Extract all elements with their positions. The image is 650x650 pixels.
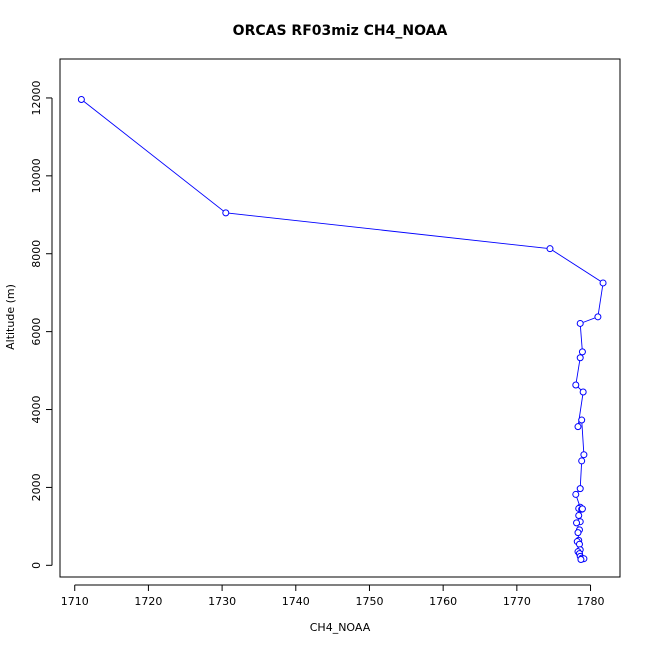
y-tick-label: 12000 bbox=[30, 80, 43, 115]
y-tick-label: 2000 bbox=[30, 473, 43, 501]
data-point bbox=[580, 451, 588, 459]
data-point bbox=[572, 381, 580, 389]
y-tick-label: 8000 bbox=[30, 240, 43, 268]
y-axis-label: Altitude (m) bbox=[4, 284, 17, 350]
data-point bbox=[577, 555, 585, 563]
y-tick-label: 4000 bbox=[30, 396, 43, 424]
series-layer bbox=[77, 96, 607, 563]
x-tick-label: 1720 bbox=[134, 595, 162, 608]
data-point bbox=[222, 209, 230, 217]
y-tick-label: 6000 bbox=[30, 318, 43, 346]
data-point bbox=[594, 313, 602, 321]
data-point bbox=[575, 511, 583, 519]
data-point bbox=[578, 457, 586, 465]
x-tick-label: 1710 bbox=[61, 595, 89, 608]
y-tick-label: 0 bbox=[30, 562, 43, 569]
x-axis-label: CH4_NOAA bbox=[310, 621, 371, 634]
data-point bbox=[578, 348, 586, 356]
x-tick-label: 1780 bbox=[577, 595, 605, 608]
data-point bbox=[578, 505, 586, 513]
plot-frame bbox=[59, 58, 621, 578]
data-point bbox=[576, 319, 584, 327]
x-tick-label: 1770 bbox=[503, 595, 531, 608]
x-tick-label: 1740 bbox=[282, 595, 310, 608]
data-point bbox=[77, 96, 85, 104]
x-tick-label: 1750 bbox=[355, 595, 383, 608]
data-point bbox=[576, 485, 584, 493]
x-axis: 1710 1720 1730 1740 1750 1760 1770 1780 bbox=[61, 584, 605, 608]
data-point bbox=[572, 490, 580, 498]
data-point bbox=[576, 354, 584, 362]
x-tick-label: 1730 bbox=[208, 595, 236, 608]
data-point bbox=[599, 279, 607, 287]
y-axis: 0 2000 4000 6000 8000 10000 12000 bbox=[30, 80, 53, 569]
data-point bbox=[573, 519, 581, 527]
data-point bbox=[574, 423, 582, 431]
x-tick-label: 1760 bbox=[429, 595, 457, 608]
y-tick-label: 10000 bbox=[30, 158, 43, 193]
data-point bbox=[546, 245, 554, 253]
data-point bbox=[574, 529, 582, 537]
data-point bbox=[579, 388, 587, 396]
chart-title: ORCAS RF03miz CH4_NOAA bbox=[233, 23, 448, 39]
data-point bbox=[578, 416, 586, 424]
